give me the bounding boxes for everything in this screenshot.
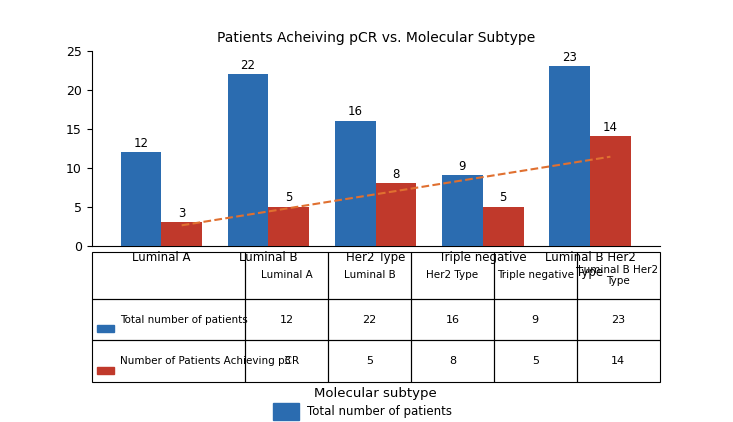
Text: Number of Patients Achieving pCR: Number of Patients Achieving pCR (120, 356, 299, 366)
Bar (590, 136, 631, 246)
Text: 5: 5 (285, 191, 292, 204)
Bar (92, 341, 245, 382)
Text: Total number of patients: Total number of patients (308, 405, 452, 418)
Bar (161, 222, 202, 246)
Text: Triple negative: Triple negative (497, 271, 574, 281)
Text: 5: 5 (532, 356, 539, 366)
Text: Total number of patients: Total number of patients (120, 315, 248, 325)
Bar (411, 341, 494, 382)
Bar (442, 176, 483, 246)
Bar (335, 121, 376, 246)
Text: Luminal B Her2
Type: Luminal B Her2 Type (578, 265, 658, 286)
Text: 3: 3 (178, 207, 185, 220)
Bar (92, 299, 245, 341)
Bar (494, 299, 577, 341)
Text: 5: 5 (366, 356, 373, 366)
Bar (483, 207, 523, 246)
Bar (328, 299, 411, 341)
Bar (97, 367, 114, 374)
Text: 16: 16 (347, 106, 363, 119)
Bar (411, 252, 494, 299)
Text: 14: 14 (611, 356, 625, 366)
Bar (268, 207, 309, 246)
Bar (97, 325, 114, 332)
Title: Patients Acheiving pCR vs. Molecular Subtype: Patients Acheiving pCR vs. Molecular Sub… (216, 31, 535, 45)
Bar (273, 403, 299, 420)
Text: Molecular subtype: Molecular subtype (314, 387, 437, 400)
Bar (328, 252, 411, 299)
Text: 12: 12 (133, 137, 148, 150)
Bar (494, 341, 577, 382)
Bar (494, 252, 577, 299)
Bar (92, 252, 245, 299)
Bar (245, 341, 328, 382)
Text: 22: 22 (240, 59, 256, 72)
Text: 14: 14 (603, 121, 618, 134)
Bar (228, 74, 268, 246)
Bar (245, 252, 328, 299)
Text: 23: 23 (562, 51, 577, 64)
Text: Luminal B: Luminal B (344, 271, 395, 281)
Bar (549, 66, 590, 246)
Bar (120, 152, 161, 246)
Text: 12: 12 (279, 315, 293, 325)
Text: 23: 23 (611, 315, 625, 325)
Text: 8: 8 (392, 168, 399, 181)
Bar (328, 341, 411, 382)
Bar (245, 299, 328, 341)
Text: 22: 22 (362, 315, 377, 325)
Bar (577, 341, 660, 382)
Text: 16: 16 (446, 315, 460, 325)
Text: Her2 Type: Her2 Type (427, 271, 479, 281)
Text: 3: 3 (283, 356, 290, 366)
Text: 8: 8 (449, 356, 456, 366)
Bar (411, 299, 494, 341)
Bar (376, 183, 416, 246)
Text: 5: 5 (499, 191, 507, 204)
Text: 9: 9 (459, 160, 466, 173)
Bar (577, 252, 660, 299)
Bar (577, 299, 660, 341)
Text: 9: 9 (531, 315, 539, 325)
Text: Luminal A: Luminal A (261, 271, 312, 281)
